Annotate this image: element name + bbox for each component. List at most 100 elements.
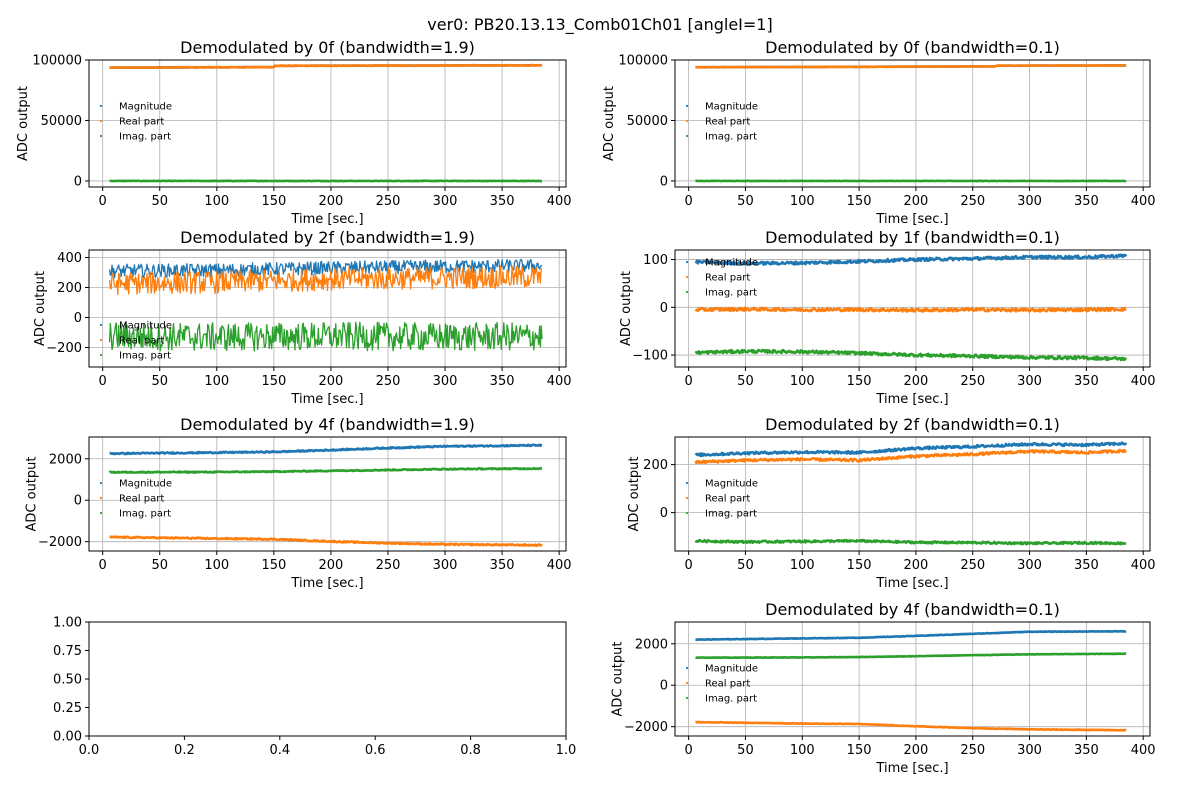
x-tick-label: 50 [737,743,754,758]
axes-frame [88,621,567,737]
subplot-title: Demodulated by 0f (bandwidth=1.9) [180,38,475,57]
x-tick-label: 150 [847,743,872,758]
subplot-title: Demodulated by 2f (bandwidth=1.9) [180,228,475,247]
axes-frame [88,59,567,188]
legend-marker [99,353,103,357]
x-tick-label: 50 [151,558,168,573]
legend-marker [685,275,689,279]
x-tick-label: 250 [376,558,401,573]
legend: Magnitude Real part Imag. part [685,664,758,705]
x-tick-label: 250 [960,743,985,758]
subplot-title: Demodulated by 2f (bandwidth=0.1) [765,415,1060,434]
x-tick-label: 200 [319,194,344,209]
x-tick-label: 50 [151,374,168,389]
x-tick-label: 150 [261,194,286,209]
x-axis-label: Time [sec.] [875,392,948,407]
y-tick-label: 2000 [635,637,668,652]
x-tick-label: 100 [204,374,229,389]
series-line-imag-part [108,321,543,352]
legend-label: Real part [119,336,164,347]
axes-frame [88,436,567,552]
legend-marker [685,260,689,264]
x-tick-label: 400 [1131,194,1156,209]
series-line-magnitude [694,253,1128,266]
y-tick-label: 400 [57,251,82,266]
legend-marker [99,496,103,500]
x-tick-label: 100 [790,374,815,389]
series-group [694,629,1127,732]
series-line-real-part [694,448,1127,465]
subplot-title: Demodulated by 4f (bandwidth=1.9) [180,415,475,434]
x-axis-label: Time [sec.] [875,212,948,227]
legend-label: Real part [119,117,164,128]
legend-label: Real part [705,117,750,128]
legend: Magnitude Real part Imag. part [685,258,758,299]
y-axis-label: ADC output [627,457,642,532]
legend-marker [99,481,103,485]
legend-marker [685,681,689,685]
x-tick-label: 150 [261,374,286,389]
x-tick-label: 200 [903,743,928,758]
y-tick-label: −200 [46,341,82,356]
legend-marker [99,323,103,327]
legend-label: Real part [705,679,750,690]
x-tick-label: 0.0 [79,743,100,758]
x-tick-label: 100 [790,194,815,209]
x-tick-label: 100 [204,558,229,573]
y-tick-label: 200 [643,458,668,473]
legend-marker [685,511,689,515]
series-line-imag-part [694,538,1127,546]
legend-marker [685,290,689,294]
series-line-real-part [694,63,1127,69]
series-group [694,441,1128,546]
legend-label: Imag. part [705,509,757,520]
x-tick-label: 150 [847,374,872,389]
legend-marker [685,481,689,485]
series-group [108,258,543,352]
series-line-imag-part [108,466,543,474]
x-tick-label: 0.6 [365,743,386,758]
y-axis-label: ADC output [25,457,40,532]
x-tick-label: 350 [1074,743,1099,758]
legend-marker [99,119,103,123]
y-tick-label: 100000 [618,54,668,69]
x-tick-label: 300 [1017,374,1042,389]
legend-marker [99,338,103,342]
axes-frame [674,249,1151,368]
x-tick-label: 150 [847,194,872,209]
x-tick-label: 350 [1074,558,1099,573]
subplot-2: 0 50 100 150 200 250 300 350 400 0 50000 100000 Demo… [602,38,1155,227]
series-line-magnitude [108,258,543,279]
y-tick-label: 0 [660,174,668,189]
legend-label: Magnitude [119,479,172,490]
x-tick-label: 350 [490,374,515,389]
series-line-real-part [694,720,1127,732]
series-line-magnitude [109,443,543,456]
subplot-4: 0 50 100 150 200 250 300 350 400 −100 0 100 Demodula… [619,228,1156,407]
subplots: 0 50 100 150 200 250 300 350 400050000100000Demo… [16,38,1155,776]
series-group [694,63,1127,183]
y-tick-label: 50000 [41,114,82,129]
x-tick-label: 100 [204,194,229,209]
legend-label: Imag. part [705,132,757,143]
x-tick-label: 0 [684,194,692,209]
x-tick-label: 400 [547,558,572,573]
x-tick-label: 250 [960,558,985,573]
x-tick-label: 400 [1131,743,1156,758]
x-tick-label: 0 [684,743,692,758]
x-tick-label: 100 [790,558,815,573]
series-group [108,443,543,548]
x-tick-label: 300 [433,374,458,389]
x-tick-label: 0.4 [269,743,290,758]
x-tick-label: 200 [319,558,344,573]
y-tick-label: 0 [74,494,82,509]
legend: Magnitude Real part Imag. part [99,479,172,520]
x-tick-label: 50 [151,194,168,209]
legend-label: Real part [705,273,750,284]
y-axis-label: ADC output [602,86,617,161]
subplot-6: 0 50 100 150 200 250 300 350 400 0 200 Demodulated … [627,415,1155,591]
y-tick-label: 2000 [49,452,82,467]
y-tick-label: 0 [74,174,82,189]
legend-marker [685,696,689,700]
x-tick-label: 400 [1131,558,1156,573]
